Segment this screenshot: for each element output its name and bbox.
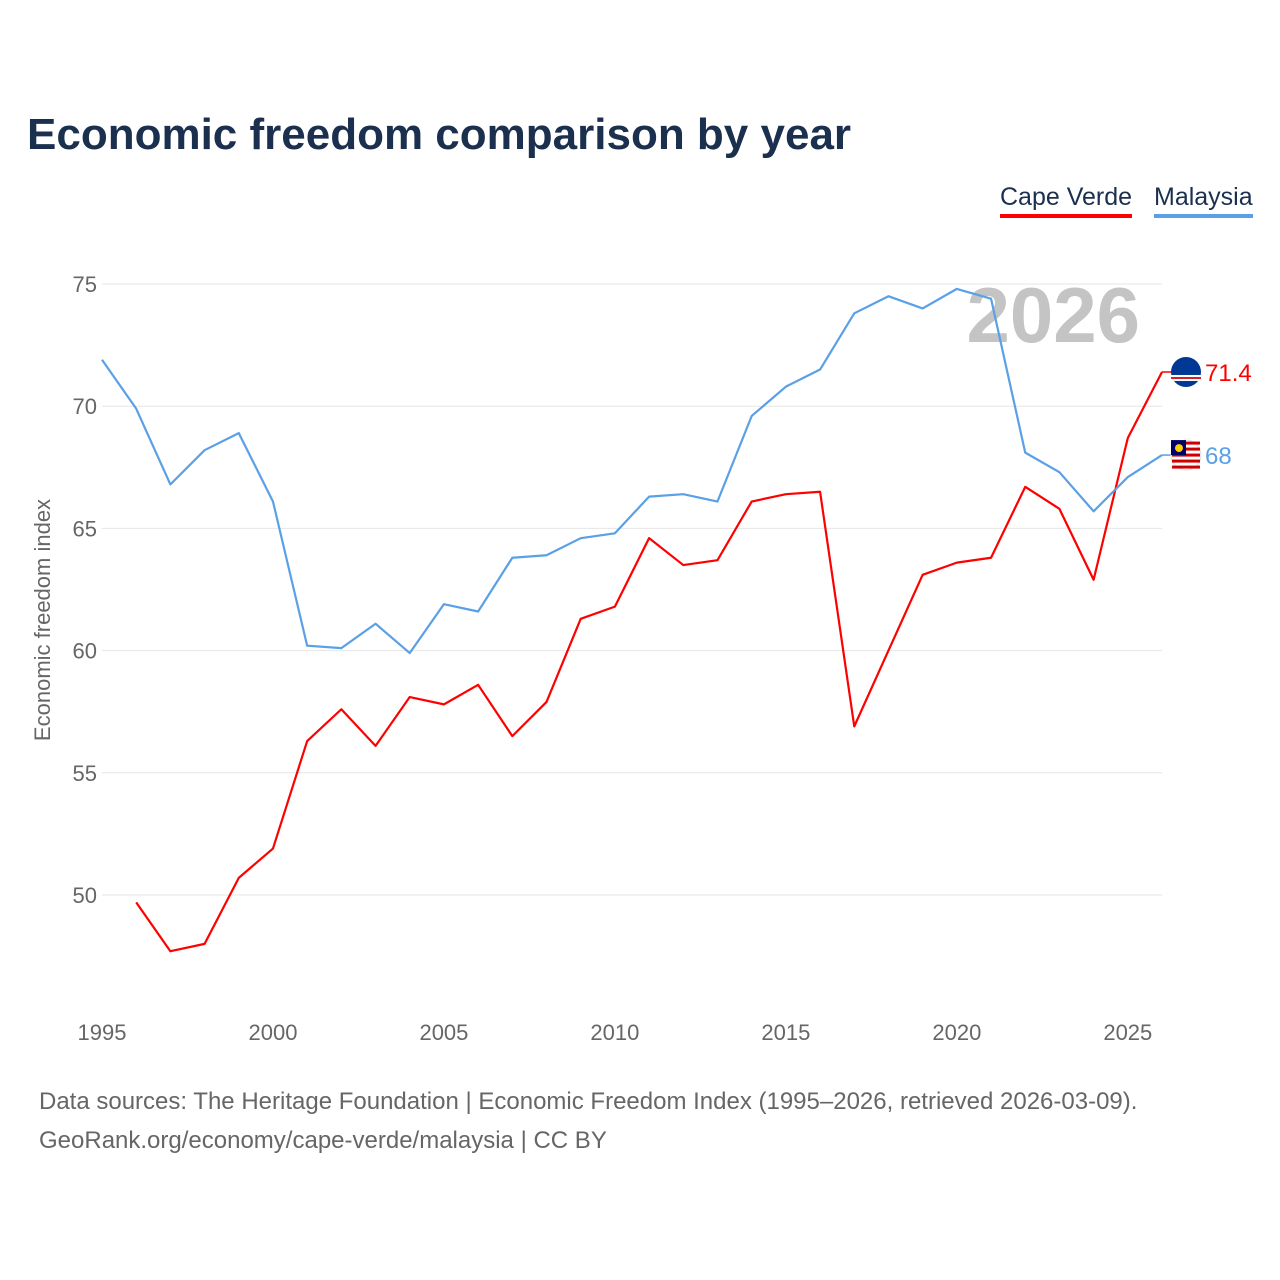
x-tick-label: 2015 <box>761 1020 810 1045</box>
y-tick-label: 50 <box>73 883 97 908</box>
y-tick-label: 55 <box>73 761 97 786</box>
flag-stripe <box>1172 465 1200 469</box>
flag-stripe <box>1171 376 1201 379</box>
x-tick-label: 2025 <box>1103 1020 1152 1045</box>
legend-malaysia[interactable]: Malaysia <box>1154 183 1253 218</box>
y-axis-label: Economic freedom index <box>30 499 55 741</box>
y-tick-label: 65 <box>73 516 97 541</box>
chart-title: Economic freedom comparison by year <box>27 110 852 159</box>
flag-stripe <box>1172 459 1200 463</box>
x-tick-label: 1995 <box>78 1020 127 1045</box>
cape-verde-flag-icon <box>1171 356 1201 387</box>
footer-credit: GeoRank.org/economy/cape-verde/malaysia … <box>39 1127 607 1154</box>
end-value-label: 71.4 <box>1205 360 1252 387</box>
legend-cape-verde[interactable]: Cape Verde <box>1000 183 1133 218</box>
footer-sources: Data sources: The Heritage Foundation | … <box>39 1088 1138 1115</box>
x-tick-label: 2010 <box>590 1020 639 1045</box>
y-tick-label: 70 <box>73 394 97 419</box>
end-value-label: 68 <box>1205 443 1232 470</box>
x-tick-label: 2020 <box>932 1020 981 1045</box>
year-watermark: 2026 <box>966 271 1140 359</box>
flag-crescent <box>1175 444 1183 453</box>
x-tick-label: 2005 <box>419 1020 468 1045</box>
series-line-cape-verde <box>135 371 1163 953</box>
x-tick-label: 2000 <box>248 1020 297 1045</box>
series-line-malaysia <box>101 287 1163 655</box>
y-tick-label: 60 <box>73 639 97 664</box>
y-tick-label: 75 <box>73 272 97 297</box>
